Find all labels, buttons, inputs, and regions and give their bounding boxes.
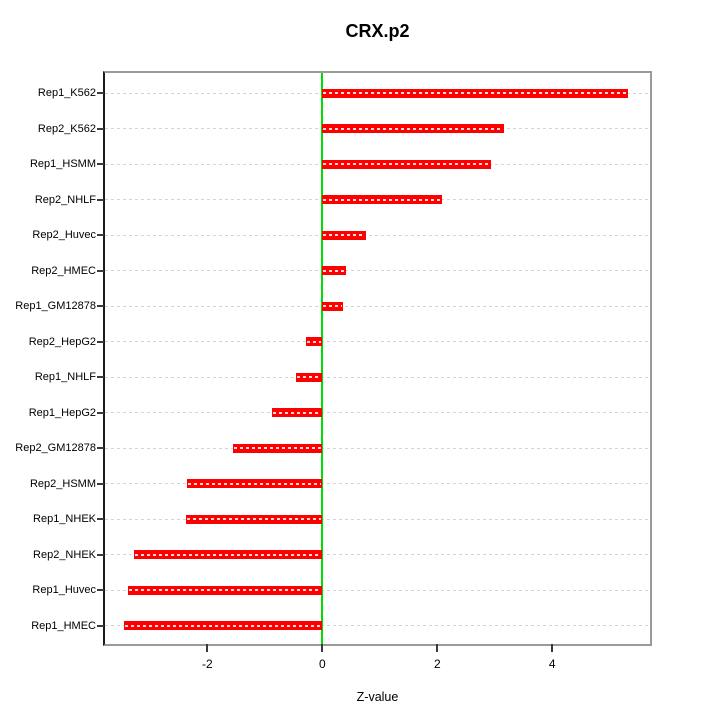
bar [187, 479, 323, 488]
bar [306, 337, 323, 346]
grid-line [105, 376, 650, 378]
x-tick-label: 4 [548, 657, 556, 671]
bar [322, 266, 347, 275]
grid-line [105, 447, 650, 449]
y-axis-label: Rep1_NHLF [34, 371, 96, 383]
y-axis-tick [97, 198, 104, 201]
x-axis-tick [551, 644, 554, 652]
y-axis-tick [97, 447, 104, 449]
y-axis-label: Rep1_GM12878 [15, 300, 96, 312]
y-axis-tick [97, 92, 104, 94]
bar-dash-line [234, 447, 322, 449]
bar [322, 195, 443, 204]
bar [272, 408, 323, 417]
y-axis-label: Rep1_NHEK [33, 513, 96, 525]
y-axis-label: Rep1_HSMM [29, 158, 96, 170]
x-tick-label: 0 [318, 657, 326, 671]
y-axis-label: Rep2_HepG2 [28, 335, 96, 348]
y-axis-tick [97, 127, 104, 130]
bar-dash-line [323, 234, 365, 236]
bar [322, 301, 343, 311]
y-axis-label: Rep2_Huvec [32, 229, 96, 241]
bar [123, 621, 323, 630]
grid-line [105, 341, 650, 342]
bar [322, 230, 366, 240]
bar [322, 159, 491, 169]
bar-dash-line [124, 624, 322, 627]
zero-line [321, 73, 324, 644]
bar [295, 372, 323, 382]
y-axis-label: Rep1_HMEC [31, 619, 96, 632]
grid-line [105, 305, 650, 307]
bar [127, 585, 323, 595]
y-axis-tick [97, 234, 104, 236]
bar-dash-line [273, 411, 322, 414]
grid-line [105, 412, 650, 413]
bar-dash-line [323, 198, 442, 201]
plot-area: Rep1_K562 Rep2_K562 Rep1_HSMM Rep2_NHLF Rep2… [15, 71, 652, 671]
x-axis-tick [436, 644, 439, 652]
y-axis-tick [97, 305, 104, 307]
bar-dash-line [323, 127, 503, 130]
x-axis-tick [321, 644, 324, 652]
bar-dash-line [296, 376, 322, 378]
y-axis-label: Rep2_HSMM [29, 477, 96, 490]
grid-line [105, 234, 650, 236]
x-axis-tick [206, 644, 209, 652]
y-axis-tick [97, 411, 104, 414]
bar [322, 124, 504, 133]
y-axis-tick [97, 518, 104, 520]
grid-line [105, 589, 650, 591]
y-axis-tick [97, 553, 104, 556]
y-axis-label: Rep1_HepG2 [28, 406, 96, 419]
bar [322, 88, 628, 98]
y-axis-label: Rep2_K562 [37, 122, 96, 135]
y-axis-label: Rep1_K562 [37, 87, 96, 99]
y-axis-tick [97, 269, 104, 272]
y-axis-label: Rep2_HMEC [31, 264, 96, 277]
bar-dash-line [323, 269, 346, 272]
x-axis-label: Z-value [356, 690, 399, 704]
bar-dash-line [323, 163, 490, 165]
bar [186, 514, 323, 524]
y-axis-label: Rep2_NHLF [34, 193, 96, 206]
y-axis-tick [97, 163, 104, 165]
y-axis-label: Rep2_GM12878 [15, 442, 96, 454]
y-axis-label: Rep2_NHEK [33, 548, 96, 561]
grid-line [105, 270, 650, 271]
y-axis-tick [97, 376, 104, 378]
grid-line [105, 483, 650, 484]
bar-dash-line [187, 518, 322, 520]
bar [233, 443, 323, 453]
y-axis-tick [97, 624, 104, 627]
bar-dash-line [323, 305, 342, 307]
bar-dash-line [323, 92, 627, 94]
bar-dash-line [128, 589, 322, 591]
y-axis-tick [97, 482, 104, 485]
grid-line [105, 518, 650, 520]
bar-dash-line [188, 482, 322, 485]
chart-title: CRX.p2 [345, 21, 410, 41]
bar [134, 550, 323, 559]
y-axis-tick [97, 589, 104, 591]
x-tick-label: 2 [433, 657, 441, 671]
bar-dash-line [135, 553, 322, 556]
grid-line [105, 625, 650, 626]
grid-line [105, 554, 650, 555]
y-axis-tick [97, 340, 104, 343]
x-tick-label: -2 [201, 657, 213, 671]
y-axis-label: Rep1_Huvec [32, 584, 96, 596]
bar-dash-line [307, 340, 322, 343]
